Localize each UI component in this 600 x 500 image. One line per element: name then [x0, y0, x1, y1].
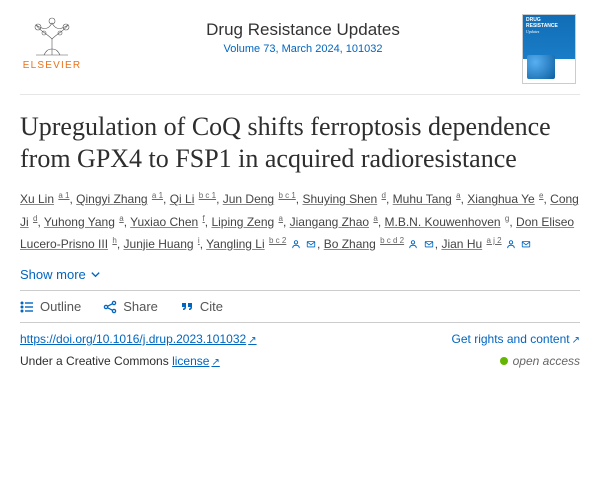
author-affiliation[interactable]: d	[33, 214, 37, 223]
cover-subtitle: Updates	[523, 29, 575, 34]
author-affiliation[interactable]: i	[198, 236, 200, 245]
open-access-badge: open access	[500, 354, 580, 368]
cite-button[interactable]: Cite	[180, 299, 223, 314]
cover-title: DRUG RESISTANCE	[523, 15, 575, 29]
elsevier-tree-icon	[24, 14, 80, 58]
license-info: Under a Creative Commons license↗	[20, 354, 220, 368]
license-link[interactable]: license↗	[172, 354, 220, 368]
outline-button[interactable]: Outline	[20, 299, 81, 314]
oa-dot-icon	[500, 357, 508, 365]
author-link[interactable]: Shuying Shen	[302, 192, 377, 206]
author-link[interactable]: Yangling Li	[206, 237, 265, 251]
author-link[interactable]: M.B.N. Kouwenhoven	[385, 215, 501, 229]
volume-text: Volume 73	[223, 43, 275, 55]
share-icon	[103, 300, 117, 314]
share-label: Share	[123, 299, 158, 314]
author-link[interactable]: Yuhong Yang	[44, 215, 115, 229]
author-affiliation[interactable]: a	[373, 214, 377, 223]
author-list: Xu Lin a 1, Qingyi Zhang a 1, Qi Li b c …	[20, 188, 580, 255]
publisher-logo[interactable]: ELSEVIER	[20, 14, 84, 71]
article-header: ELSEVIER Drug Resistance Updates Volume …	[20, 14, 580, 95]
author-affiliation[interactable]: e	[539, 191, 543, 200]
author-affiliation[interactable]: b c 1	[278, 191, 295, 200]
author-affiliation[interactable]: a	[456, 191, 460, 200]
oa-label: open access	[513, 354, 580, 368]
external-link-icon: ↗	[572, 335, 580, 346]
author-affiliation[interactable]: a 1	[152, 191, 163, 200]
show-more-label: Show more	[20, 267, 86, 282]
doi-link[interactable]: https://doi.org/10.1016/j.drup.2023.1010…	[20, 332, 257, 346]
action-bar: Outline Share Cite	[20, 290, 580, 323]
author-link[interactable]: Junjie Huang	[124, 237, 194, 251]
author-affiliation[interactable]: g	[505, 214, 509, 223]
author-link[interactable]: Qi Li	[170, 192, 195, 206]
doi-text: https://doi.org/10.1016/j.drup.2023.1010…	[20, 332, 246, 346]
license-prefix: Under a Creative Commons	[20, 354, 169, 368]
rights-link[interactable]: Get rights and content↗	[452, 332, 580, 346]
author-affiliation[interactable]: a	[279, 214, 283, 223]
external-link-icon: ↗	[211, 357, 219, 368]
author-affiliation[interactable]: b c 1	[199, 191, 216, 200]
author-affiliation[interactable]: a	[119, 214, 123, 223]
author-link[interactable]: Jian Hu	[441, 237, 482, 251]
author-link[interactable]: Xianghua Ye	[467, 192, 534, 206]
author-link[interactable]: Yuxiao Chen	[130, 215, 198, 229]
outline-label: Outline	[40, 299, 81, 314]
rights-label: Get rights and content	[452, 332, 570, 346]
author-link[interactable]: Qingyi Zhang	[76, 192, 147, 206]
share-button[interactable]: Share	[103, 299, 158, 314]
author-affiliation[interactable]: b c 2	[269, 236, 286, 245]
journal-cover[interactable]: DRUG RESISTANCE Updates	[522, 14, 580, 84]
author-link[interactable]: Jun Deng	[223, 192, 274, 206]
author-link[interactable]: Jiangang Zhao	[290, 215, 369, 229]
issue-date: March 2024, 101032	[282, 43, 383, 55]
author-link[interactable]: Muhu Tang	[393, 192, 452, 206]
outline-icon	[20, 300, 34, 314]
journal-volume[interactable]: Volume 73, March 2024, 101032	[84, 43, 522, 55]
author-affiliation[interactable]: d	[382, 191, 386, 200]
cite-label: Cite	[200, 299, 223, 314]
author-link[interactable]: Xu Lin	[20, 192, 54, 206]
author-affiliation[interactable]: f	[203, 214, 205, 223]
author-affiliation[interactable]: h	[112, 236, 116, 245]
chevron-down-icon	[90, 269, 101, 280]
show-more-button[interactable]: Show more	[20, 267, 101, 282]
author-link[interactable]: Bo Zhang	[324, 237, 376, 251]
journal-name[interactable]: Drug Resistance Updates	[84, 20, 522, 40]
license-link-text: license	[172, 354, 209, 368]
publisher-name: ELSEVIER	[23, 60, 82, 71]
cover-graphic	[527, 55, 555, 79]
cite-icon	[180, 300, 194, 314]
article-title: Upregulation of CoQ shifts ferroptosis d…	[20, 111, 580, 174]
author-affiliation[interactable]: a 1	[58, 191, 69, 200]
author-affiliation[interactable]: a j 2	[487, 236, 502, 245]
author-link[interactable]: Liping Zeng	[211, 215, 274, 229]
external-link-icon: ↗	[248, 335, 256, 346]
author-affiliation[interactable]: b c d 2	[380, 236, 404, 245]
